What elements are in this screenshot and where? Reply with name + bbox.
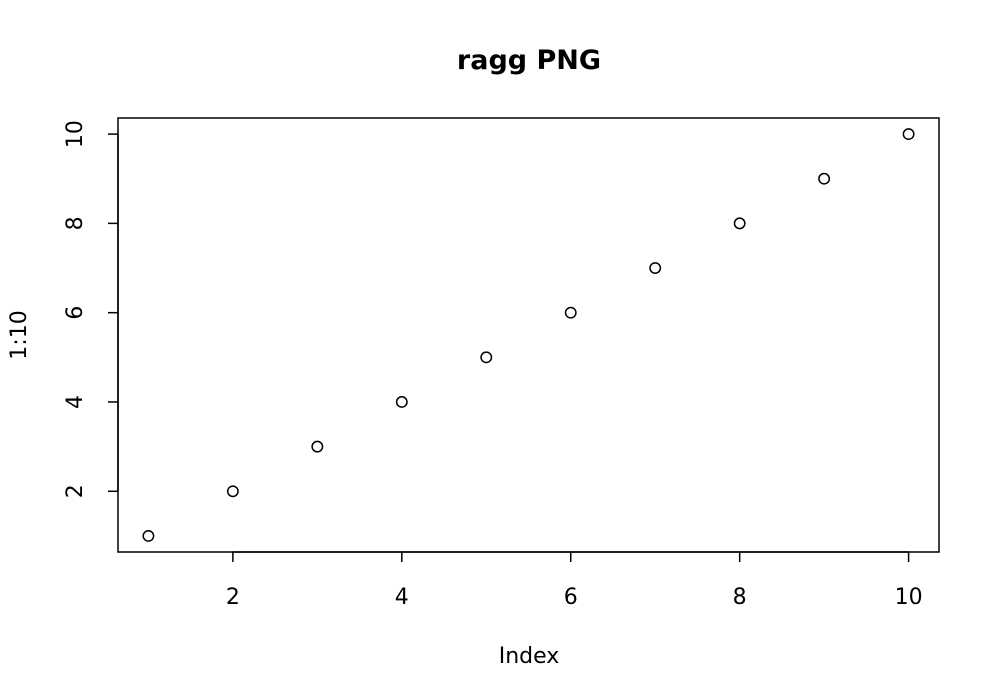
data-points [142,128,915,542]
data-point [649,262,662,274]
data-point [564,306,577,319]
data-point [395,396,408,408]
y-tick-label: 8 [63,216,88,230]
y-axis: 2 4 6 8 10 [63,120,119,498]
data-point [480,351,493,364]
x-axis: 2 4 6 8 10 [226,551,923,610]
data-point [226,485,239,498]
plot-frame [117,117,940,553]
y-tick-label: 4 [63,395,88,409]
data-point [733,217,746,230]
x-axis-label: Index [499,644,560,669]
y-tick-label: 6 [63,306,88,320]
x-tick-label: 6 [564,585,578,610]
x-tick-label: 2 [226,585,240,610]
data-point [142,529,155,542]
x-tick-label: 8 [733,585,747,610]
data-point [902,128,915,141]
y-tick-label: 10 [63,120,88,148]
y-axis-label: 1:10 [7,310,32,359]
x-tick-label: 10 [895,585,923,610]
data-point [311,440,324,453]
chart-title: ragg PNG [457,45,601,76]
data-point [818,172,831,185]
y-tick-label: 2 [63,484,88,498]
x-tick-label: 4 [395,585,409,610]
